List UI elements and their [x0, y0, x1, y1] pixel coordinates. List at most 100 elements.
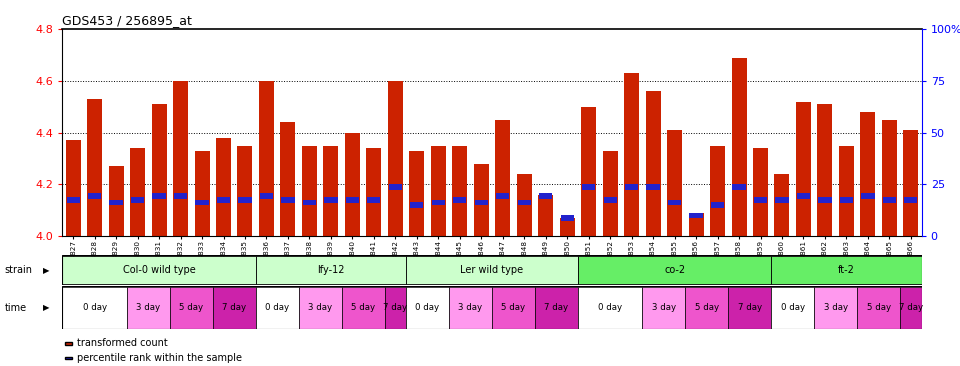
Bar [431, 146, 445, 236]
Bar [449, 287, 492, 329]
Bar [453, 197, 467, 203]
Bar [771, 256, 922, 284]
Bar [603, 151, 617, 236]
Bar [217, 197, 230, 203]
Text: GDS453 / 256895_at: GDS453 / 256895_at [62, 14, 192, 27]
Bar [496, 193, 510, 199]
Bar [406, 287, 449, 329]
Bar [153, 193, 166, 199]
Bar [578, 256, 771, 284]
Bar [814, 287, 857, 329]
Bar [108, 166, 124, 236]
Bar [904, 197, 918, 203]
Text: 0 day: 0 day [265, 303, 289, 312]
Bar [732, 58, 747, 236]
Text: co-2: co-2 [664, 265, 685, 275]
Bar [604, 197, 616, 203]
Bar [260, 193, 273, 199]
Bar [324, 146, 339, 236]
Bar [62, 256, 255, 284]
Bar [668, 199, 682, 205]
Text: 3 day: 3 day [652, 303, 676, 312]
Bar [368, 197, 380, 203]
Text: 0 day: 0 day [598, 303, 622, 312]
Text: 7 day: 7 day [544, 303, 568, 312]
Text: ▶: ▶ [43, 266, 49, 274]
Bar [474, 199, 488, 205]
Bar [535, 287, 578, 329]
Bar [578, 287, 642, 329]
Bar [860, 112, 876, 236]
Bar [729, 287, 771, 329]
Bar [389, 184, 402, 190]
Bar [259, 81, 274, 236]
Bar [280, 122, 296, 236]
Bar [213, 287, 255, 329]
Bar [196, 199, 208, 205]
Bar [582, 184, 595, 190]
Text: percentile rank within the sample: percentile rank within the sample [77, 353, 242, 363]
Text: 7 day: 7 day [383, 303, 407, 312]
Bar [667, 130, 683, 236]
Text: Ler wild type: Ler wild type [461, 265, 523, 275]
Bar [711, 202, 724, 208]
Bar [492, 287, 535, 329]
Bar [409, 151, 424, 236]
Bar [775, 174, 789, 236]
Bar [625, 184, 638, 190]
Bar [642, 287, 685, 329]
Bar [109, 199, 123, 205]
Bar [560, 218, 575, 236]
Bar [561, 215, 574, 221]
Bar [62, 287, 127, 329]
Bar [346, 197, 359, 203]
Bar [645, 92, 660, 236]
Bar [539, 195, 553, 236]
Bar [66, 197, 80, 203]
Bar [195, 151, 209, 236]
Bar [839, 146, 854, 236]
Bar [174, 193, 187, 199]
Bar [771, 287, 814, 329]
Bar [754, 197, 767, 203]
Bar [710, 146, 725, 236]
Bar [473, 164, 489, 236]
Text: ▶: ▶ [43, 303, 49, 312]
Bar [302, 199, 316, 205]
Text: 3 day: 3 day [824, 303, 848, 312]
Bar [385, 287, 406, 329]
Bar [255, 287, 299, 329]
Text: 3 day: 3 day [459, 303, 483, 312]
Bar [495, 120, 511, 236]
Text: 5 day: 5 day [351, 303, 375, 312]
Bar [732, 184, 746, 190]
Bar [130, 148, 145, 236]
Text: strain: strain [5, 265, 33, 275]
Bar [388, 81, 403, 236]
Bar [87, 99, 102, 236]
Bar [65, 141, 81, 236]
Bar [216, 138, 231, 236]
Text: 5 day: 5 day [695, 303, 719, 312]
Text: lfy-12: lfy-12 [317, 265, 345, 275]
Text: 7 day: 7 day [899, 303, 923, 312]
Bar [410, 202, 423, 208]
Text: ft-2: ft-2 [838, 265, 854, 275]
Bar [818, 197, 831, 203]
Text: 5 day: 5 day [180, 303, 204, 312]
Bar [88, 193, 101, 199]
Bar [624, 73, 639, 236]
Text: 5 day: 5 day [501, 303, 525, 312]
Bar [540, 193, 552, 199]
Bar [281, 197, 295, 203]
Bar [516, 174, 532, 236]
Bar [131, 197, 144, 203]
Text: 0 day: 0 day [416, 303, 440, 312]
Bar [688, 213, 704, 236]
Bar [797, 193, 810, 199]
Bar [299, 287, 342, 329]
Bar [301, 146, 317, 236]
Bar [857, 287, 900, 329]
Bar [689, 213, 703, 218]
Bar [127, 287, 170, 329]
